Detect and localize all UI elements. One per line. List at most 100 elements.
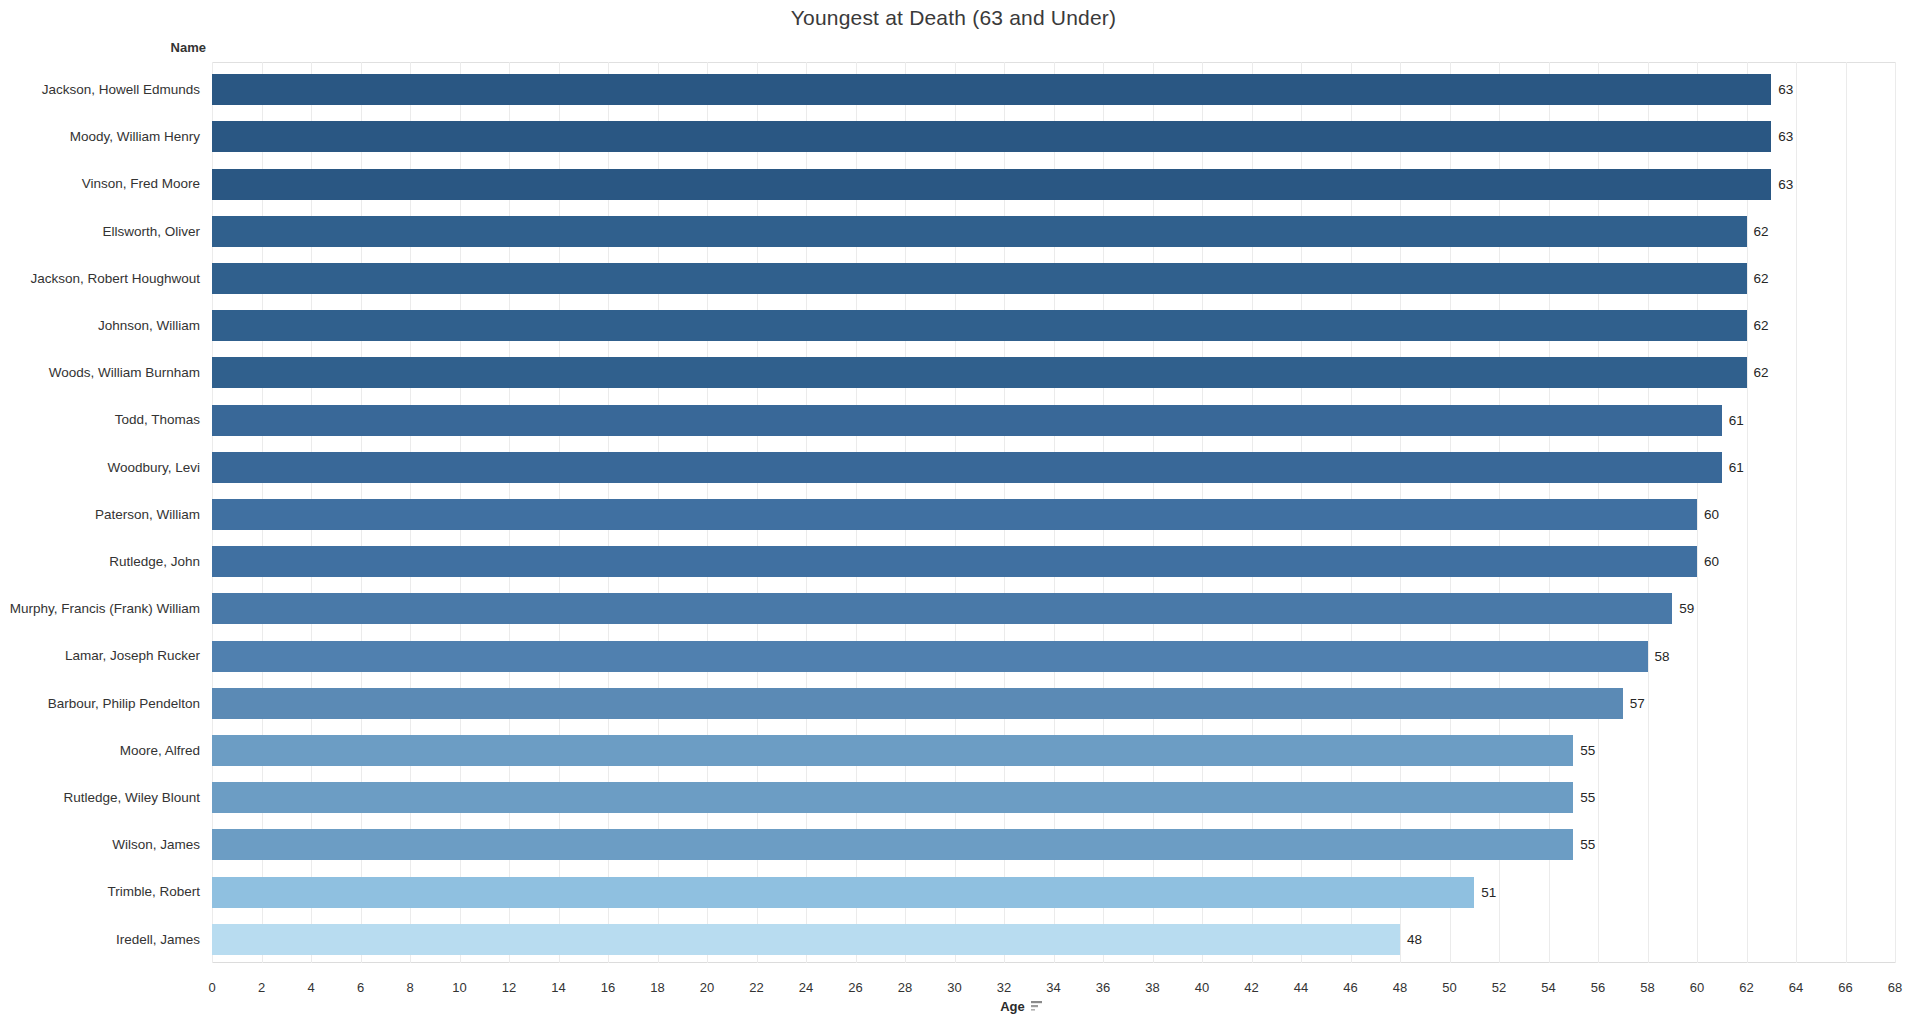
bar[interactable] bbox=[212, 121, 1771, 152]
x-axis-title: Age bbox=[212, 999, 1832, 1014]
x-tick-label: 32 bbox=[984, 980, 1024, 995]
bar-value-label: 55 bbox=[1580, 829, 1595, 860]
x-tick-label: 8 bbox=[390, 980, 430, 995]
bar-value-label: 57 bbox=[1630, 688, 1645, 719]
x-tick-label: 30 bbox=[935, 980, 975, 995]
bar[interactable] bbox=[212, 593, 1672, 624]
chart-title: Youngest at Death (63 and Under) bbox=[0, 6, 1907, 30]
bar[interactable] bbox=[212, 924, 1400, 955]
row-label[interactable]: Trimble, Robert bbox=[0, 868, 200, 915]
bar[interactable] bbox=[212, 782, 1573, 813]
bar-value-label: 63 bbox=[1778, 169, 1793, 200]
bar[interactable] bbox=[212, 735, 1573, 766]
bar-value-label: 55 bbox=[1580, 782, 1595, 813]
bar[interactable] bbox=[212, 74, 1771, 105]
row-label[interactable]: Vinson, Fred Moore bbox=[0, 160, 200, 207]
bar[interactable] bbox=[212, 263, 1747, 294]
x-tick-label: 54 bbox=[1529, 980, 1569, 995]
x-tick-label: 4 bbox=[291, 980, 331, 995]
x-tick-label: 2 bbox=[242, 980, 282, 995]
x-tick-label: 10 bbox=[440, 980, 480, 995]
row-label[interactable]: Rutledge, John bbox=[0, 538, 200, 585]
row-label[interactable]: Moore, Alfred bbox=[0, 727, 200, 774]
bar[interactable] bbox=[212, 641, 1648, 672]
x-tick-label: 12 bbox=[489, 980, 529, 995]
bar[interactable] bbox=[212, 688, 1623, 719]
bar[interactable] bbox=[212, 169, 1771, 200]
bar[interactable] bbox=[212, 216, 1747, 247]
bar[interactable] bbox=[212, 499, 1697, 530]
bar[interactable] bbox=[212, 829, 1573, 860]
row-label[interactable]: Ellsworth, Oliver bbox=[0, 208, 200, 255]
x-tick-label: 66 bbox=[1826, 980, 1866, 995]
bar-value-label: 61 bbox=[1729, 452, 1744, 483]
x-tick-label: 18 bbox=[638, 980, 678, 995]
x-tick-label: 22 bbox=[737, 980, 777, 995]
x-tick-label: 46 bbox=[1331, 980, 1371, 995]
x-tick-label: 40 bbox=[1182, 980, 1222, 995]
x-tick-label: 28 bbox=[885, 980, 925, 995]
row-label[interactable]: Jackson, Robert Houghwout bbox=[0, 255, 200, 302]
bar-value-label: 63 bbox=[1778, 74, 1793, 105]
bar[interactable] bbox=[212, 877, 1474, 908]
row-label[interactable]: Lamar, Joseph Rucker bbox=[0, 632, 200, 679]
row-label[interactable]: Barbour, Philip Pendelton bbox=[0, 680, 200, 727]
row-label[interactable]: Woods, William Burnham bbox=[0, 349, 200, 396]
gridline bbox=[1846, 62, 1847, 963]
bar[interactable] bbox=[212, 357, 1747, 388]
bar-value-label: 61 bbox=[1729, 405, 1744, 436]
x-tick-label: 58 bbox=[1628, 980, 1668, 995]
x-tick-label: 24 bbox=[786, 980, 826, 995]
row-label[interactable]: Todd, Thomas bbox=[0, 396, 200, 443]
row-label[interactable]: Johnson, William bbox=[0, 302, 200, 349]
row-label[interactable]: Rutledge, Wiley Blount bbox=[0, 774, 200, 821]
x-tick-label: 36 bbox=[1083, 980, 1123, 995]
bar[interactable] bbox=[212, 452, 1722, 483]
row-label[interactable]: Jackson, Howell Edmunds bbox=[0, 66, 200, 113]
bar[interactable] bbox=[212, 546, 1697, 577]
x-tick-label: 56 bbox=[1578, 980, 1618, 995]
bar-value-label: 58 bbox=[1655, 641, 1670, 672]
x-tick-label: 6 bbox=[341, 980, 381, 995]
x-tick-label: 68 bbox=[1875, 980, 1907, 995]
x-tick-label: 20 bbox=[687, 980, 727, 995]
x-tick-label: 62 bbox=[1727, 980, 1767, 995]
row-label[interactable]: Wilson, James bbox=[0, 821, 200, 868]
x-tick-label: 52 bbox=[1479, 980, 1519, 995]
bar-value-label: 62 bbox=[1754, 310, 1769, 341]
bar-value-label: 51 bbox=[1481, 877, 1496, 908]
x-tick-label: 14 bbox=[539, 980, 579, 995]
x-tick-label: 16 bbox=[588, 980, 628, 995]
gridline bbox=[1895, 62, 1896, 963]
x-tick-label: 0 bbox=[192, 980, 232, 995]
name-column-header: Name bbox=[0, 40, 206, 55]
bar[interactable] bbox=[212, 310, 1747, 341]
x-tick-label: 42 bbox=[1232, 980, 1272, 995]
x-axis-title-label: Age bbox=[1000, 999, 1025, 1014]
x-tick-label: 44 bbox=[1281, 980, 1321, 995]
x-tick-label: 26 bbox=[836, 980, 876, 995]
x-tick-label: 64 bbox=[1776, 980, 1816, 995]
x-tick-label: 38 bbox=[1133, 980, 1173, 995]
bar-value-label: 62 bbox=[1754, 216, 1769, 247]
sort-descending-icon[interactable] bbox=[1031, 999, 1044, 1014]
bar-value-label: 59 bbox=[1679, 593, 1694, 624]
x-tick-label: 34 bbox=[1034, 980, 1074, 995]
bar[interactable] bbox=[212, 405, 1722, 436]
bar-value-label: 62 bbox=[1754, 357, 1769, 388]
row-label[interactable]: Moody, William Henry bbox=[0, 113, 200, 160]
bar-value-label: 62 bbox=[1754, 263, 1769, 294]
x-tick-label: 50 bbox=[1430, 980, 1470, 995]
x-tick-label: 48 bbox=[1380, 980, 1420, 995]
bar-value-label: 48 bbox=[1407, 924, 1422, 955]
row-label[interactable]: Murphy, Francis (Frank) William bbox=[0, 585, 200, 632]
gridline bbox=[1796, 62, 1797, 963]
bar-value-label: 55 bbox=[1580, 735, 1595, 766]
bar-value-label: 60 bbox=[1704, 499, 1719, 530]
row-label[interactable]: Paterson, William bbox=[0, 491, 200, 538]
bar-value-label: 63 bbox=[1778, 121, 1793, 152]
bar-value-label: 60 bbox=[1704, 546, 1719, 577]
x-tick-label: 60 bbox=[1677, 980, 1717, 995]
row-label[interactable]: Woodbury, Levi bbox=[0, 444, 200, 491]
row-label[interactable]: Iredell, James bbox=[0, 916, 200, 963]
